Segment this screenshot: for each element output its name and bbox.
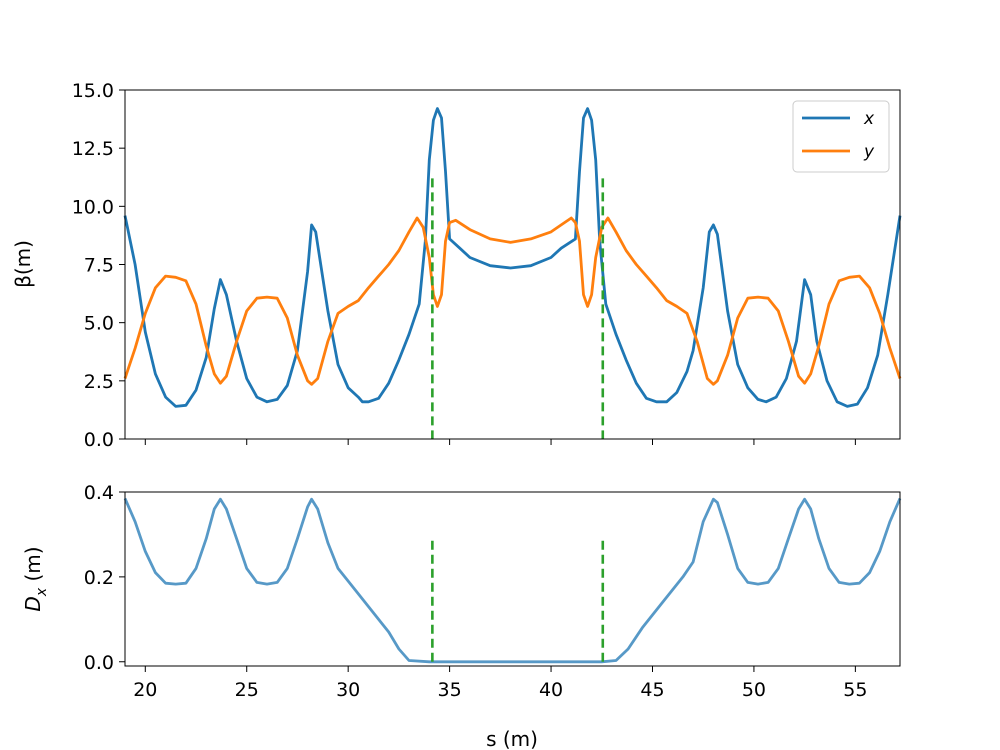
beta-series-x xyxy=(123,107,902,408)
dispersion-y-axis-label: Dx (m) xyxy=(21,546,50,611)
dispersion-xtick-label: 30 xyxy=(336,679,360,701)
beta-axes-frame xyxy=(124,89,901,440)
dispersion-xtick-label: 35 xyxy=(438,679,462,701)
dispersion-xtick-label: 20 xyxy=(133,679,157,701)
beta-ytick-label: 12.5 xyxy=(72,138,114,160)
beta-legend: x y xyxy=(792,100,890,173)
dispersion-ytick-label: 0.0 xyxy=(84,652,114,674)
dispersion-xtick-label: 45 xyxy=(640,679,664,701)
dispersion-marker-lines xyxy=(431,540,605,666)
dispersion-xtick-label: 50 xyxy=(742,679,766,701)
beta-y-axis-label: β(m) xyxy=(11,240,35,288)
dispersion-panel: 0.0 0.2 0.4 20 25 30 35 40 45 50 55 Dx (m) s (m) xyxy=(21,482,902,750)
dispersion-ytick-label: 0.4 xyxy=(84,482,114,504)
beta-function-panel: 0.0 2.5 5.0 7.5 10.0 12.5 15.0 β(m) x y xyxy=(11,80,902,451)
dispersion-y-label-subscript: x xyxy=(34,587,50,597)
beta-ytick-label: 7.5 xyxy=(84,255,114,277)
dispersion-axes-frame xyxy=(124,491,901,667)
beta-ticks: 0.0 2.5 5.0 7.5 10.0 12.5 15.0 xyxy=(72,80,856,451)
dispersion-series-line xyxy=(123,497,902,664)
dispersion-series-line xyxy=(123,497,902,664)
beta-series-y xyxy=(123,216,902,386)
beta-ytick-label: 2.5 xyxy=(84,371,114,393)
beta-ytick-label: 0.0 xyxy=(84,429,114,451)
legend-label-y: y xyxy=(863,142,875,162)
legend-label-x: x xyxy=(863,109,875,129)
dispersion-y-label-symbol: D xyxy=(21,596,45,611)
dispersion-xtick-label: 40 xyxy=(539,679,563,701)
beta-ytick-label: 10.0 xyxy=(72,196,114,218)
beta-marker-lines xyxy=(431,178,605,439)
dispersion-xtick-label: 25 xyxy=(235,679,259,701)
x-axis-label: s (m) xyxy=(486,727,538,750)
legend-box xyxy=(792,100,890,173)
dispersion-xtick-label: 55 xyxy=(843,679,867,701)
beta-ytick-label: 15.0 xyxy=(72,80,114,102)
dispersion-ticks: 0.0 0.2 0.4 20 25 30 35 40 45 50 55 xyxy=(84,482,868,701)
beta-ytick-label: 5.0 xyxy=(84,313,114,335)
beta-series-lines xyxy=(123,107,902,408)
dispersion-y-label-unit: (m) xyxy=(21,546,45,587)
dispersion-ytick-label: 0.2 xyxy=(84,567,114,589)
